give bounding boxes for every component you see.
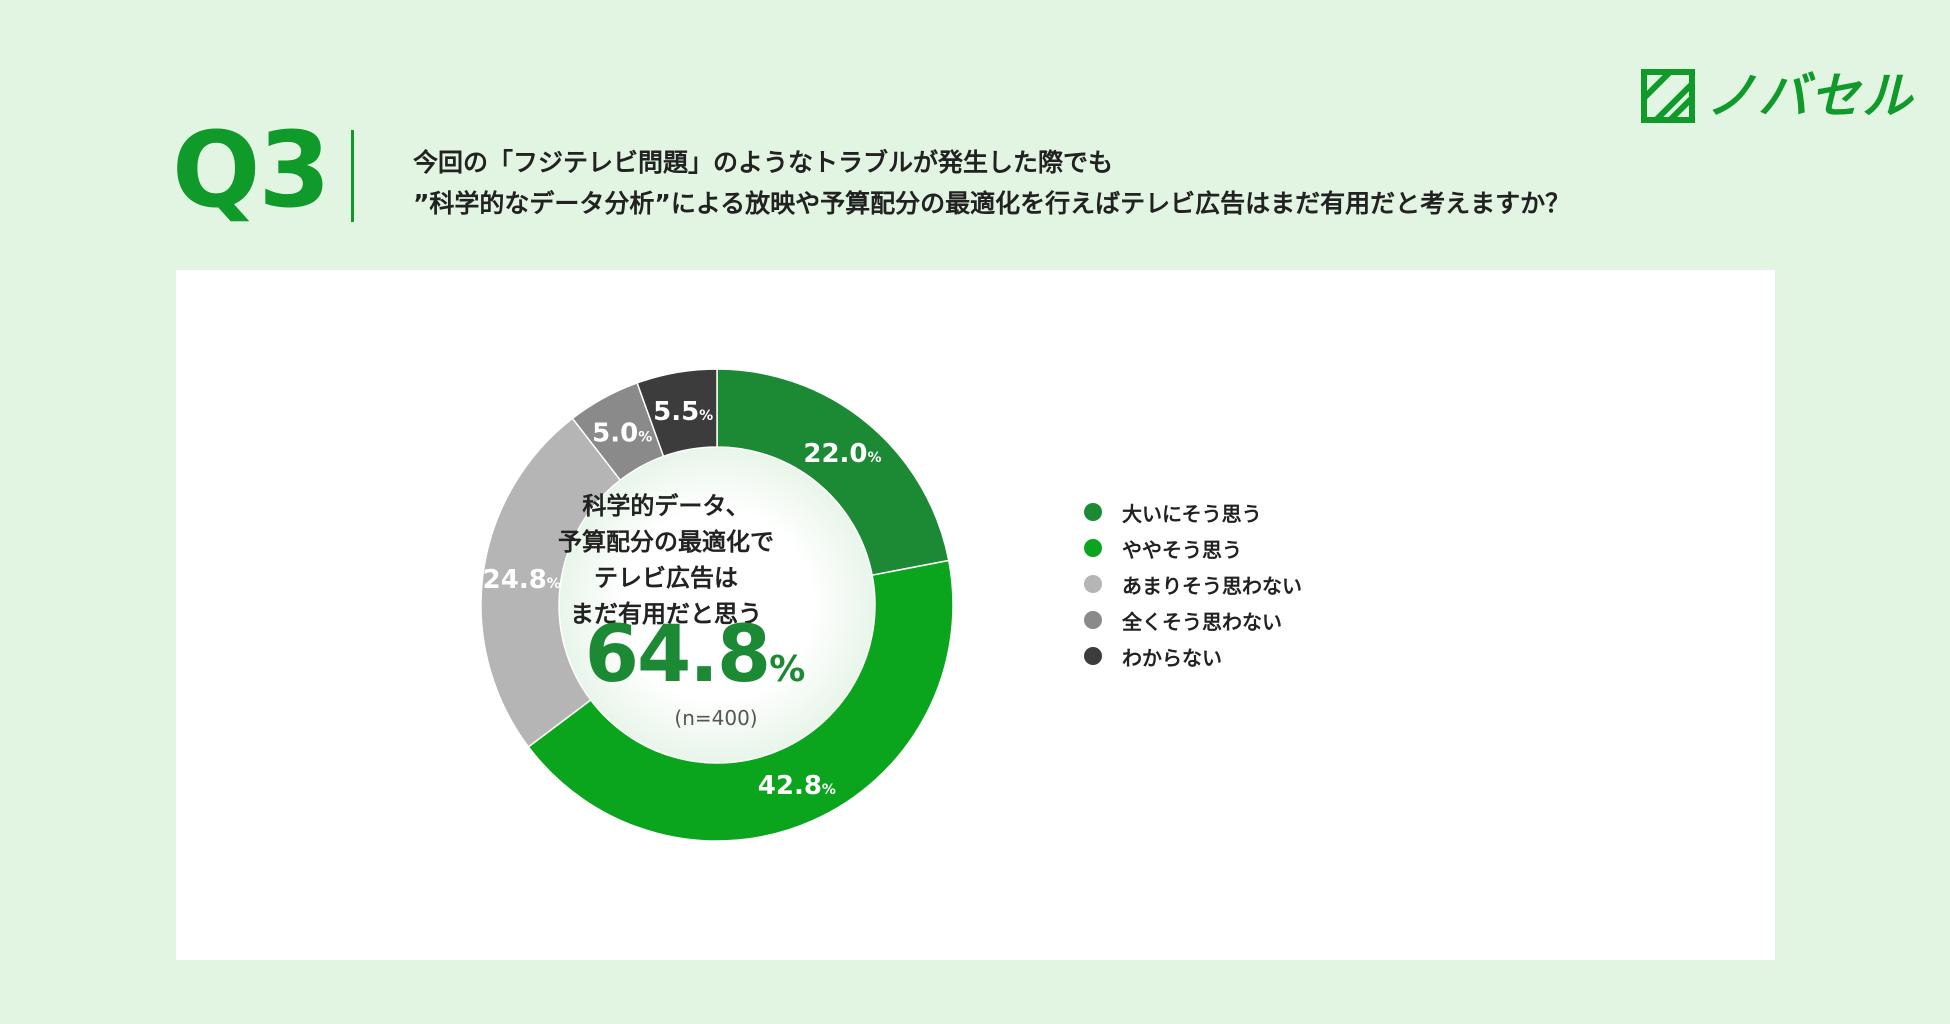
center-total-value: 64.8%	[560, 610, 830, 700]
legend-item: 大いにそう思う	[1084, 494, 1302, 530]
slice-value-label: 5.5%	[653, 397, 713, 427]
question-line: 今回の「フジテレビ問題」のようなトラブルが発生した際でも	[413, 148, 1114, 177]
question-divider	[351, 130, 354, 222]
question-number: Q3	[172, 109, 331, 231]
legend-label: わからない	[1122, 645, 1222, 670]
donut-center-caption: 科学的データ、 予算配分の最適化で テレビ広告は まだ有用だと思う	[516, 488, 816, 632]
legend-label: ややそう思う	[1122, 537, 1242, 562]
donut-hole	[559, 447, 875, 763]
donut-slice	[636, 368, 718, 458]
slice-value-label: 24.8%	[483, 565, 561, 595]
legend-label: あまりそう思わない	[1122, 573, 1302, 598]
chart-legend: 大いにそう思う ややそう思うあまりそう思わない 全くそう思わない わからない	[1084, 494, 1302, 674]
legend-swatch	[1084, 539, 1102, 557]
center-total-number: 64.8	[584, 610, 771, 700]
question-text: 今回の「フジテレビ問題」のようなトラブルが発生した際でも ”科学的なデータ分析”…	[413, 142, 1570, 224]
brand-logo: ノバセル	[1640, 68, 1914, 124]
center-line: まだ有用だと思う	[570, 600, 762, 628]
logo-mark-icon	[1641, 69, 1695, 123]
donut-slice	[527, 559, 954, 842]
legend-item: ややそう思う	[1084, 530, 1302, 566]
donut-slice	[716, 368, 950, 577]
center-line: 予算配分の最適化で	[558, 528, 774, 556]
slice-value-label: 22.0%	[803, 439, 881, 469]
chart-panel	[176, 270, 1775, 960]
logo-text: ノバセル	[1706, 67, 1914, 125]
question-line: ”科学的なデータ分析”による放映や予算配分の最適化を行えばテレビ広告はまだ有用だ…	[413, 189, 1571, 218]
legend-label: 全くそう思わない	[1122, 609, 1282, 634]
slice-value-label: 42.8%	[758, 771, 836, 801]
legend-swatch	[1084, 503, 1102, 521]
legend-item: 全くそう思わない	[1084, 602, 1302, 638]
donut-slice	[480, 417, 622, 748]
legend-swatch	[1084, 611, 1102, 629]
center-total-unit: %	[769, 649, 806, 690]
center-line: テレビ広告は	[594, 564, 738, 592]
legend-swatch	[1084, 647, 1102, 665]
legend-item: あまりそう思わない	[1084, 566, 1302, 602]
legend-swatch	[1084, 575, 1102, 593]
center-line: 科学的データ、	[582, 492, 750, 520]
legend-label: 大いにそう思う	[1122, 501, 1262, 526]
sample-size-label: (n=400)	[674, 706, 758, 730]
slice-value-label: 5.0%	[592, 418, 652, 448]
legend-item: わからない	[1084, 638, 1302, 674]
